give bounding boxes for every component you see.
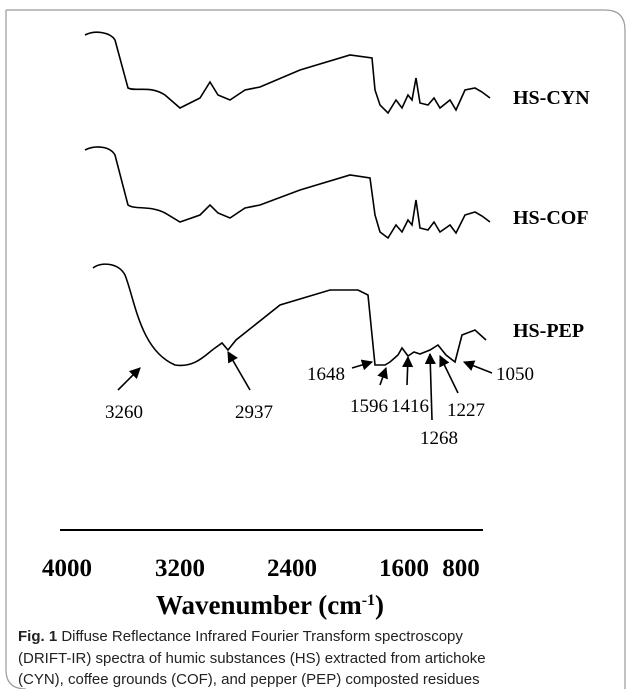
spectrum-cof xyxy=(84,146,491,240)
series-label: HS-CYN xyxy=(513,87,590,109)
caption-line: (DRIFT-IR) spectra of humic substances (… xyxy=(18,650,486,667)
x-tick-label: 4000 xyxy=(42,555,92,582)
annotation: 3260 xyxy=(105,402,143,423)
annotation: 1227 xyxy=(447,400,485,421)
annotation: 1050 xyxy=(496,364,534,385)
arrow xyxy=(117,367,141,391)
annotation: 1416 xyxy=(391,396,429,417)
spectrum-pep xyxy=(92,263,487,367)
axis-label-sup: -1 xyxy=(362,592,375,609)
arrow xyxy=(402,355,414,386)
x-axis-label: Wavenumber (cm-1) xyxy=(156,590,384,620)
arrow xyxy=(227,351,251,391)
arrow xyxy=(377,366,388,386)
x-tick-label: 2400 xyxy=(267,555,317,582)
caption-text: Diffuse Reflectance Infrared Fourier Tra… xyxy=(57,628,463,645)
arrow xyxy=(351,359,374,371)
x-tick-label: 3200 xyxy=(155,555,205,582)
x-tick-label: 1600 xyxy=(379,555,429,582)
frame xyxy=(5,9,626,689)
series-label: HS-COF xyxy=(513,207,589,229)
annotation: 1596 xyxy=(350,396,388,417)
annotation: 1268 xyxy=(420,428,458,449)
annotation: 2937 xyxy=(235,402,273,423)
arrow xyxy=(439,354,459,394)
arrow xyxy=(424,352,436,421)
spectrum-cyn xyxy=(84,31,491,115)
axis-label-text: Wavenumber (cm xyxy=(156,590,362,620)
caption-label: Fig. 1 xyxy=(18,628,57,645)
caption-line: Fig. 1 Diffuse Reflectance Infrared Four… xyxy=(18,628,463,645)
annotation: 1648 xyxy=(307,364,345,385)
caption-line: (CYN), coffee grounds (COF), and pepper … xyxy=(18,671,480,688)
x-tick-label: 800 xyxy=(442,555,480,582)
arrow xyxy=(462,360,493,374)
axis-label-end: ) xyxy=(375,590,384,620)
series-label: HS-PEP xyxy=(513,320,584,342)
